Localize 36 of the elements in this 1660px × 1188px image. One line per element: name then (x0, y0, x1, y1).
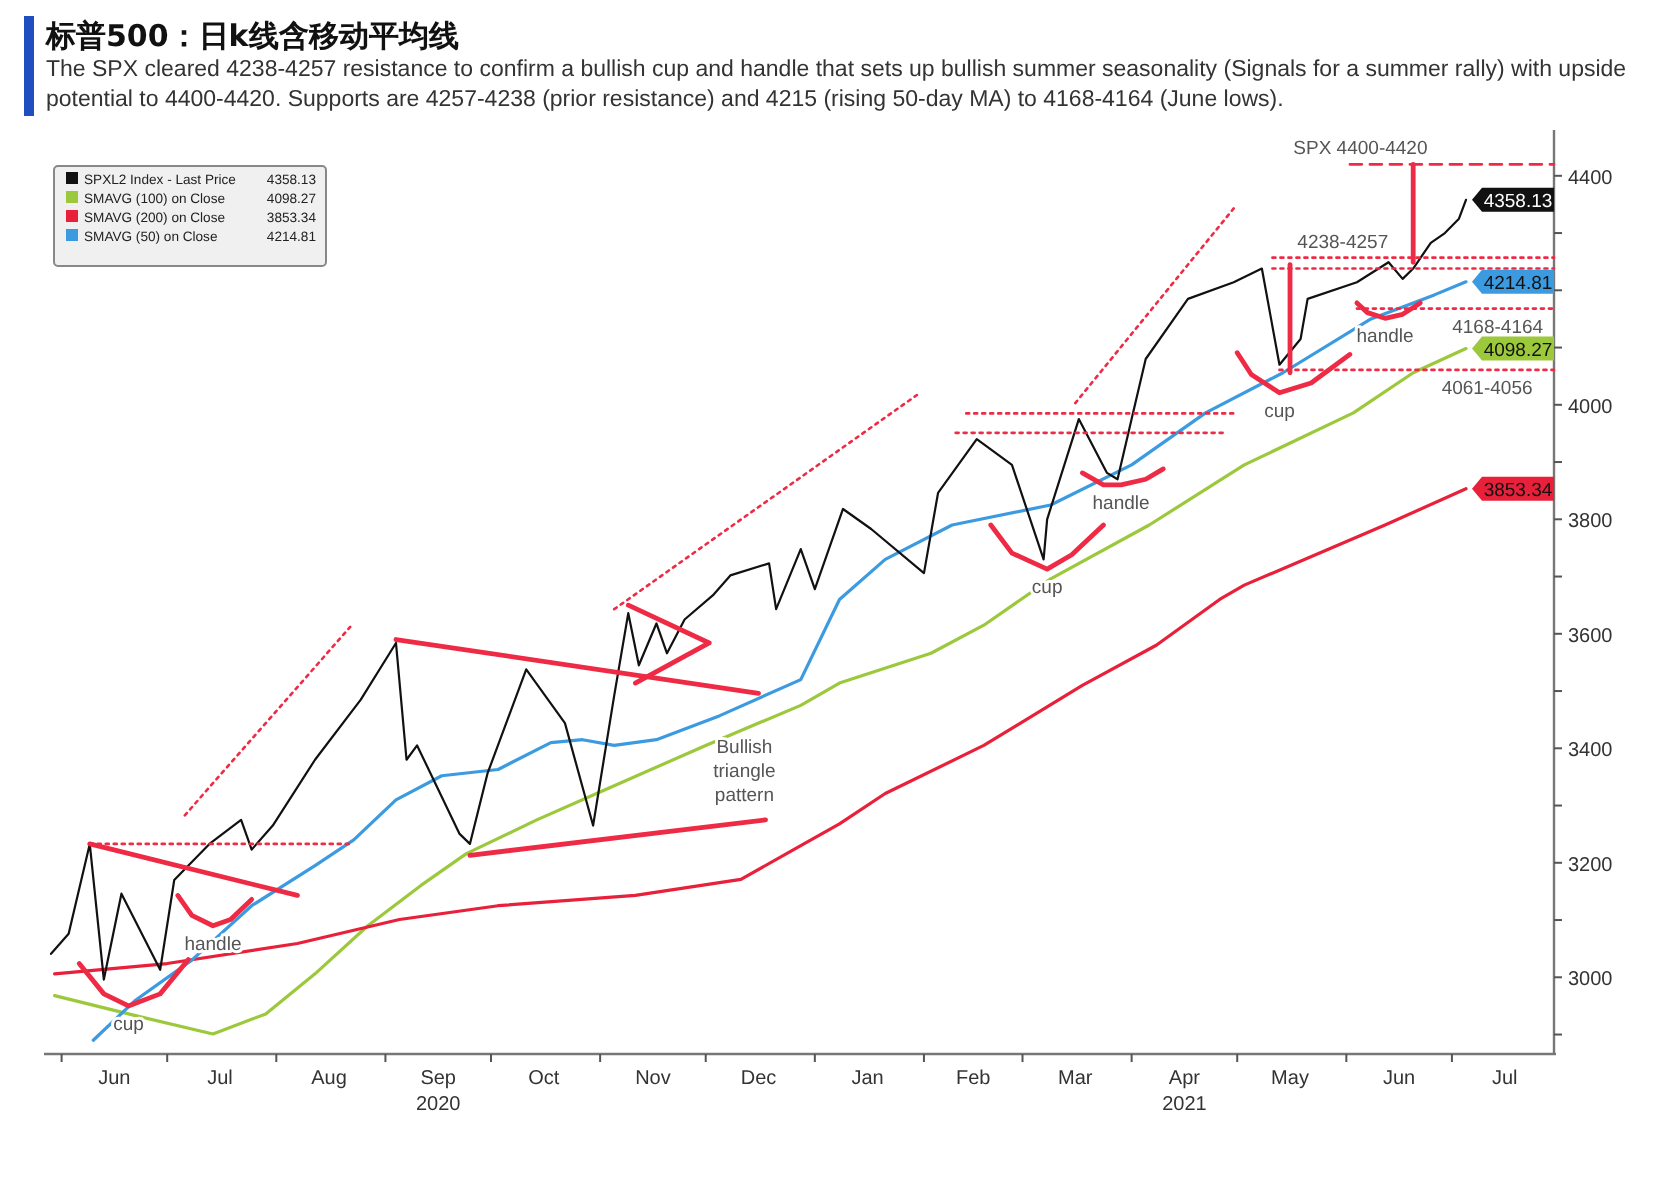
y-tick-label: 3400 (1568, 740, 1614, 763)
x-tick-label: Oct (528, 1068, 560, 1090)
x-tick-label: Jul (207, 1068, 233, 1090)
x-tick-label: May (1271, 1068, 1309, 1090)
x-tick-label: Apr 2021 (1162, 1068, 1208, 1116)
chart-subtitle: The SPX cleared 4238-4257 resistance to confirm a bullish cup and handle that sets up bullish summer seasonality (Signals for a summer rally) with upside potential to 4400-4420. Supports are 4257-4238 (prior resistance) and 4215 (rising 50-day MA) to 4168-4164 (June lows). (46, 56, 1629, 116)
x-tick-label: Jun (98, 1068, 131, 1090)
x-tick-label: Dec (740, 1068, 777, 1090)
data-label: 4098.27 (1483, 339, 1553, 362)
x-tick-label: Jan (851, 1068, 884, 1090)
annotation: SPX 4400-4420 (1293, 138, 1428, 161)
x-tick-label: Mar (1058, 1068, 1094, 1090)
annotation: cup (113, 1013, 144, 1036)
x-tick-label: Jul (1491, 1068, 1518, 1090)
annotation: 4061-4056 (1441, 377, 1533, 400)
annotation: Bullish triangle pattern (713, 736, 776, 807)
data-label: 4214.81 (1483, 272, 1553, 295)
data-label: 3853.34 (1483, 479, 1553, 502)
annotation: 4238-4257 (1297, 231, 1389, 254)
x-tick-label: Jun (1383, 1068, 1416, 1090)
annotation: handle (1092, 492, 1150, 515)
y-tick-label: 3600 (1568, 625, 1614, 648)
y-tick-label: 3200 (1568, 854, 1614, 877)
y-tick-label: 3800 (1568, 511, 1614, 534)
data-label: 4358.13 (1483, 190, 1553, 213)
x-tick-label: Aug (311, 1068, 347, 1090)
y-tick-label: 4400 (1568, 167, 1614, 190)
chart-title: 标普500：日k线含移动平均线 (46, 16, 461, 56)
annotation: handle (1356, 326, 1414, 349)
x-tick-label: Nov (635, 1068, 671, 1090)
y-tick-label: 3000 (1568, 969, 1614, 992)
x-tick-label: Feb (956, 1068, 992, 1090)
annotation: 4168-4164 (1452, 316, 1544, 339)
y-tick-label: 4000 (1568, 396, 1614, 419)
annotation: cup (1264, 400, 1295, 423)
x-tick-label: Sep 2020 (415, 1068, 462, 1116)
